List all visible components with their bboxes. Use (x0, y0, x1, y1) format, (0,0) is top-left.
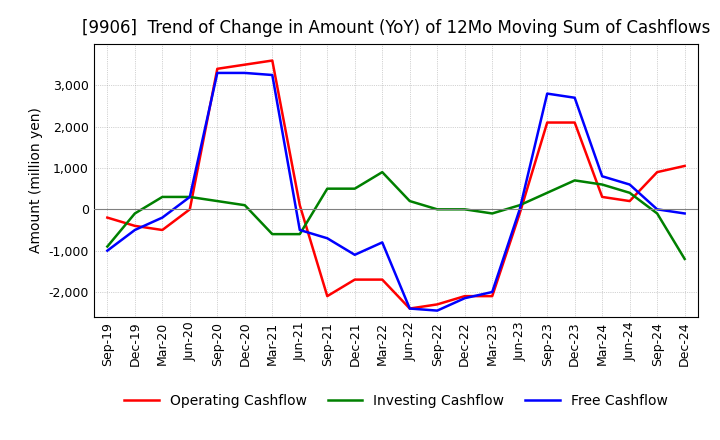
Free Cashflow (488, 290, 497, 295)
Investing Cashflow (516, 202, 524, 208)
Investing Cashflow (433, 207, 441, 212)
Operating Cashflow (433, 302, 441, 307)
Free Cashflow (626, 182, 634, 187)
Operating Cashflow (213, 66, 222, 71)
Operating Cashflow (570, 120, 579, 125)
Operating Cashflow (516, 211, 524, 216)
Free Cashflow (158, 215, 166, 220)
Operating Cashflow (130, 223, 139, 228)
Investing Cashflow (186, 194, 194, 200)
Y-axis label: Amount (million yen): Amount (million yen) (29, 107, 42, 253)
Investing Cashflow (323, 186, 332, 191)
Free Cashflow (598, 174, 606, 179)
Free Cashflow (213, 70, 222, 76)
Free Cashflow (240, 70, 249, 76)
Operating Cashflow (295, 202, 304, 208)
Investing Cashflow (488, 211, 497, 216)
Operating Cashflow (626, 198, 634, 204)
Operating Cashflow (653, 169, 662, 175)
Investing Cashflow (240, 202, 249, 208)
Operating Cashflow (323, 293, 332, 299)
Free Cashflow (323, 236, 332, 241)
Investing Cashflow (103, 244, 112, 249)
Investing Cashflow (543, 190, 552, 195)
Investing Cashflow (158, 194, 166, 200)
Title: [9906]  Trend of Change in Amount (YoY) of 12Mo Moving Sum of Cashflows: [9906] Trend of Change in Amount (YoY) o… (82, 19, 710, 37)
Operating Cashflow (598, 194, 606, 200)
Operating Cashflow (488, 293, 497, 299)
Free Cashflow (130, 227, 139, 233)
Investing Cashflow (680, 256, 689, 261)
Investing Cashflow (268, 231, 276, 237)
Operating Cashflow (351, 277, 359, 282)
Free Cashflow (570, 95, 579, 100)
Free Cashflow (516, 207, 524, 212)
Free Cashflow (295, 227, 304, 233)
Investing Cashflow (598, 182, 606, 187)
Free Cashflow (405, 306, 414, 311)
Free Cashflow (680, 211, 689, 216)
Investing Cashflow (626, 190, 634, 195)
Operating Cashflow (378, 277, 387, 282)
Free Cashflow (103, 248, 112, 253)
Investing Cashflow (351, 186, 359, 191)
Line: Operating Cashflow: Operating Cashflow (107, 61, 685, 308)
Operating Cashflow (405, 306, 414, 311)
Investing Cashflow (130, 211, 139, 216)
Free Cashflow (268, 72, 276, 77)
Line: Free Cashflow: Free Cashflow (107, 73, 685, 311)
Investing Cashflow (213, 198, 222, 204)
Investing Cashflow (460, 207, 469, 212)
Free Cashflow (543, 91, 552, 96)
Operating Cashflow (186, 207, 194, 212)
Operating Cashflow (268, 58, 276, 63)
Line: Investing Cashflow: Investing Cashflow (107, 172, 685, 259)
Operating Cashflow (680, 163, 689, 169)
Investing Cashflow (405, 198, 414, 204)
Investing Cashflow (295, 231, 304, 237)
Investing Cashflow (378, 169, 387, 175)
Operating Cashflow (103, 215, 112, 220)
Operating Cashflow (158, 227, 166, 233)
Operating Cashflow (460, 293, 469, 299)
Investing Cashflow (570, 178, 579, 183)
Free Cashflow (653, 207, 662, 212)
Operating Cashflow (240, 62, 249, 67)
Free Cashflow (460, 296, 469, 301)
Free Cashflow (186, 194, 194, 200)
Free Cashflow (378, 240, 387, 245)
Operating Cashflow (543, 120, 552, 125)
Free Cashflow (433, 308, 441, 313)
Legend: Operating Cashflow, Investing Cashflow, Free Cashflow: Operating Cashflow, Investing Cashflow, … (118, 389, 674, 414)
Free Cashflow (351, 252, 359, 257)
Investing Cashflow (653, 211, 662, 216)
